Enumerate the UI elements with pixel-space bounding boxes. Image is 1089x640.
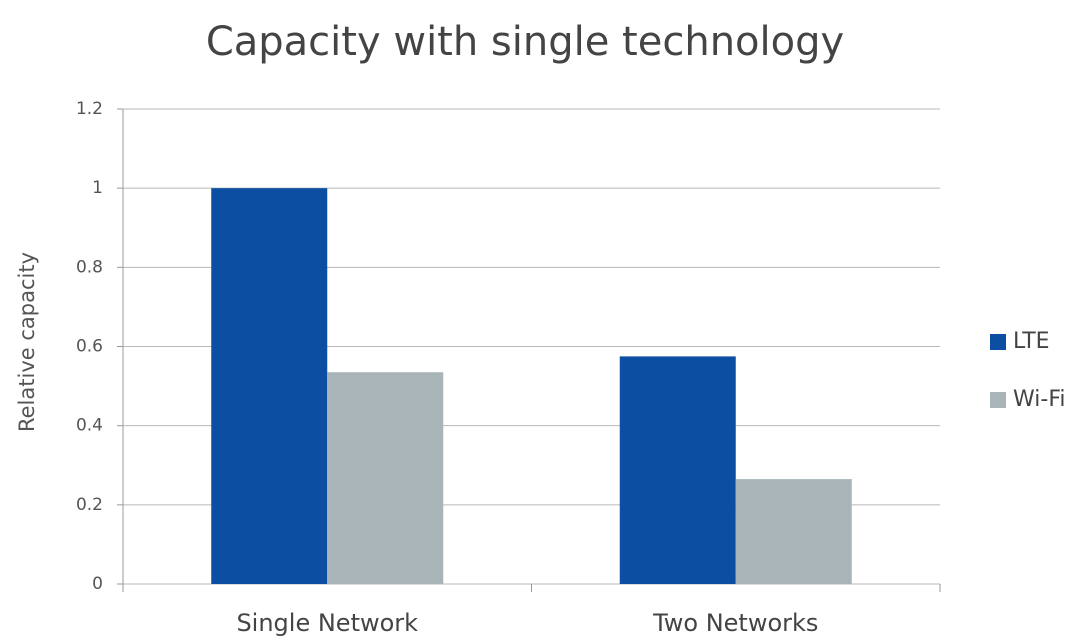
bar: [211, 188, 328, 584]
bar: [619, 356, 736, 584]
y-tick-label: 1.2: [76, 99, 103, 119]
legend-label: LTE: [1013, 329, 1050, 354]
y-tick-label: 0.6: [76, 337, 103, 357]
y-tick-label: 0.8: [76, 257, 103, 277]
y-tick-label: 0.2: [76, 495, 103, 515]
y-axis-label: Relative capacity: [15, 252, 39, 432]
y-tick-label: 0.4: [76, 416, 103, 436]
legend-swatch: [990, 334, 1006, 350]
bar: [735, 479, 852, 584]
legend-swatch: [990, 392, 1006, 408]
bar: [327, 372, 444, 584]
chart-title: Capacity with single technology: [206, 19, 844, 65]
x-tick-label: Two Networks: [652, 609, 818, 637]
x-tick-label: Single Network: [236, 609, 418, 637]
legend-label: Wi-Fi: [1013, 387, 1066, 412]
y-tick-label: 1: [92, 178, 103, 198]
y-tick-label: 0: [92, 574, 103, 594]
